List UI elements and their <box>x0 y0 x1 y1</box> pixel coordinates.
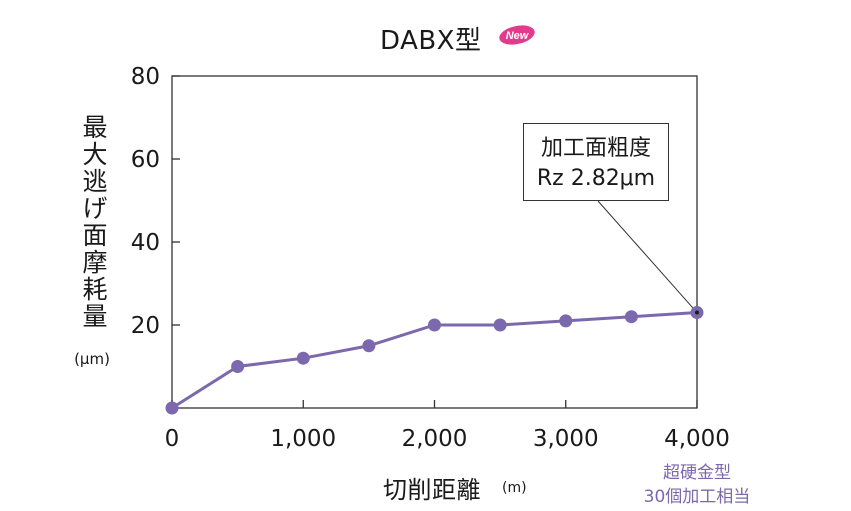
x-tick-label: 0 <box>165 426 180 452</box>
annotation-box: 加工面粗度 Rz 2.82μm <box>523 123 669 201</box>
x-tick-label: 2,000 <box>402 426 468 452</box>
data-point <box>624 310 638 324</box>
data-point <box>362 339 376 353</box>
x-axis-label: 切削距離 <box>383 476 481 504</box>
y-tick-label: 80 <box>131 64 160 90</box>
new-badge-text: New <box>506 30 530 42</box>
tick-labels: 20 40 60 80 0 1,000 2,000 3,000 4,000 <box>131 64 730 452</box>
highlight-dot <box>695 310 699 315</box>
data-point <box>296 351 310 365</box>
data-point <box>165 401 179 415</box>
y-axis-label: 最大逃げ面摩耗量 <box>79 114 108 330</box>
x-axis-unit: (m) <box>502 480 527 496</box>
annotation-leader-line <box>597 200 698 313</box>
y-tick-label: 40 <box>131 230 160 256</box>
x-tick-label: 4,000 <box>664 426 730 452</box>
data-point <box>493 318 507 332</box>
y-axis-unit: (μm) <box>74 350 110 368</box>
data-point <box>559 314 573 328</box>
note-line-2: 30個加工相当 <box>643 487 751 507</box>
x-tick-label: 1,000 <box>270 426 336 452</box>
chart-title: DABX型 <box>380 26 482 56</box>
data-point <box>231 360 245 373</box>
plot-area <box>171 75 698 409</box>
annotation-title: 加工面粗度 <box>540 136 651 161</box>
series-marks <box>165 306 704 415</box>
y-tick-label: 20 <box>131 313 160 339</box>
x-tick-label: 3,000 <box>533 426 599 452</box>
y-tick-label: 60 <box>131 147 160 173</box>
new-badge-icon: New <box>499 25 535 45</box>
data-point <box>428 318 441 332</box>
note-line-1: 超硬金型 <box>663 463 731 483</box>
annotation-value: Rz 2.82μm <box>536 166 656 191</box>
